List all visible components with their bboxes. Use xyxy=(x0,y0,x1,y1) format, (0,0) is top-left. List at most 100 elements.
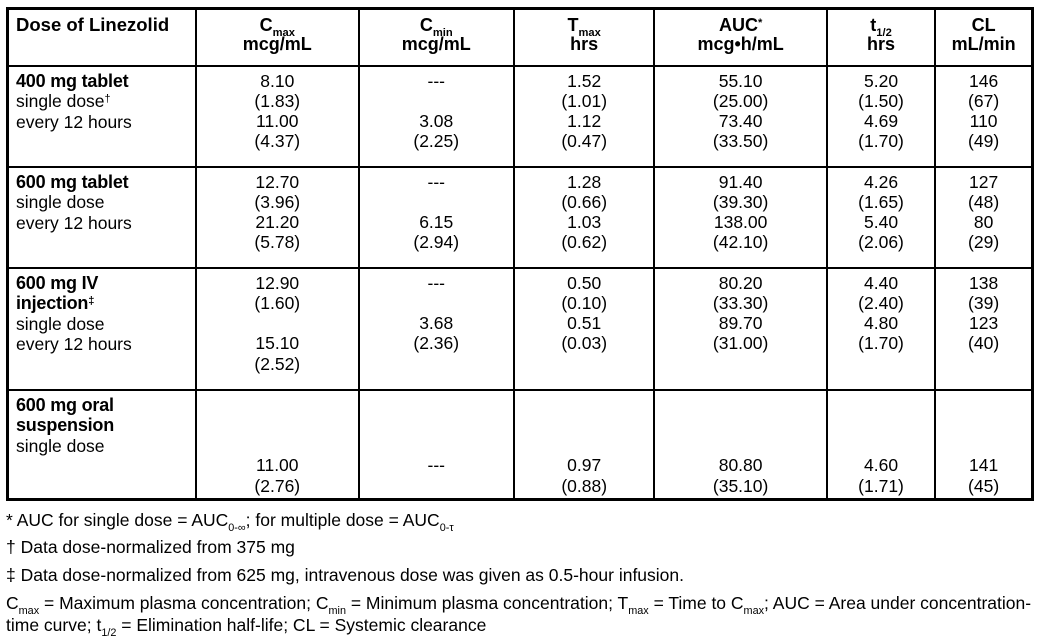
text-run: suspension xyxy=(16,415,115,435)
text-run: CL xyxy=(971,15,996,35)
cell-value-line: (2.94) xyxy=(413,232,460,253)
cell-value-line: 4.26 xyxy=(864,171,899,192)
table-row: 600 mg tablet single dose every 12 hours 12… xyxy=(6,165,1034,269)
subscript-text: 0-τ xyxy=(439,521,454,534)
cell-value-line xyxy=(363,435,510,455)
subscript-text: 1/2 xyxy=(876,27,892,40)
cell-value-line: (40) xyxy=(968,333,1000,354)
cell-value-line: 6.15 xyxy=(419,212,454,233)
cell-value-line: (39.30) xyxy=(712,191,769,212)
subscript-text: min xyxy=(328,605,346,618)
cell-t12: 5.20 (1.50) 4.69 (1.70) xyxy=(825,64,937,168)
text-run: 400 mg tablet xyxy=(16,70,129,91)
cell-value-line xyxy=(939,435,1028,455)
cell-value-line xyxy=(518,435,650,455)
dose-label-cell: 600 mg IV injection‡ single dose every 12 h… xyxy=(6,266,198,391)
cell-value-line: (2.06) xyxy=(858,232,904,253)
cell-value-line: 0.51 xyxy=(567,313,602,334)
cell-cl: 146 (67) 110 (49) xyxy=(934,64,1034,168)
text-run: 600 mg tablet xyxy=(16,171,129,192)
cell-value-line: 8.10 xyxy=(260,70,295,91)
cell-value-line: (33.30) xyxy=(712,292,769,313)
text-run: = Elimination half-life; CL = Systemic c… xyxy=(116,615,487,636)
cell-value-line: (0.47) xyxy=(561,131,608,152)
text-run: C xyxy=(419,15,433,35)
column-header-tmax: Tmax hrs xyxy=(512,7,656,67)
cell-cmax: 12.70 (3.96) 21.20 (5.78) xyxy=(195,165,360,269)
cell-value-line xyxy=(658,415,823,435)
cell-value-line xyxy=(363,91,510,111)
dose-label-line: every 12 hours xyxy=(16,213,192,234)
text-run: single dose xyxy=(16,435,105,456)
cell-cmin: --- 6.15 (2.94) xyxy=(357,165,515,269)
cell-value-line: 80.80 xyxy=(718,455,763,476)
cell-value-line: 91.40 xyxy=(718,171,763,192)
cell-value-line: 5.40 xyxy=(864,212,899,233)
subscript-text: 0-∞ xyxy=(228,521,246,534)
cell-value-line: (0.03) xyxy=(561,333,608,354)
cell-value-line xyxy=(939,395,1028,415)
cell-value-line: 1.52 xyxy=(567,70,602,91)
cell-value-line: 3.68 xyxy=(419,313,454,334)
text-run: C xyxy=(259,15,273,35)
text-run: C xyxy=(6,593,19,614)
cell-auc: 55.10 (25.00) 73.40 (33.50) xyxy=(653,64,828,168)
cell-value-line: 123 xyxy=(968,313,999,334)
dose-label-line: 600 mg IV xyxy=(16,273,192,294)
text-run: every 12 hours xyxy=(16,334,132,354)
cell-t12: 4.26 (1.65) 5.40 (2.06) xyxy=(825,165,937,269)
column-header-dose: Dose of Linezolid xyxy=(6,7,198,67)
cell-value-line xyxy=(200,395,354,415)
cell-value-line: (1.01) xyxy=(561,90,608,111)
subscript-text: min xyxy=(432,27,453,40)
cell-value-line: --- xyxy=(427,455,445,476)
cell-value-line xyxy=(200,415,354,435)
cell-value-line: 4.69 xyxy=(864,111,899,132)
cell-value-line: 3.08 xyxy=(419,111,454,132)
text-run: † Data dose-normalized from 375 mg xyxy=(6,537,295,558)
cell-value-line: 73.40 xyxy=(718,111,763,132)
cell-value-line: (4.37) xyxy=(254,131,301,152)
dose-label-line: injection‡ xyxy=(16,293,192,314)
cell-cl: 127 (48) 80 (29) xyxy=(934,165,1034,269)
cell-value-line: 12.70 xyxy=(255,171,300,192)
column-unit: mcg•h/mL xyxy=(697,34,784,54)
cell-tmax: 1.52 (1.01) 1.12 (0.47) xyxy=(512,64,656,168)
cell-value-line: (25.00) xyxy=(712,90,769,111)
cell-cmax: 8.10 (1.83) 11.00 (4.37) xyxy=(195,64,360,168)
table-row: 600 mg oral suspension single dose 11.00 (2… xyxy=(6,388,1034,501)
column-title: Tmax xyxy=(518,15,650,39)
subscript-text: 1/2 xyxy=(101,627,117,639)
dose-label-cell: 400 mg tablet single dose† every 12 hours xyxy=(6,64,198,168)
cell-value-line: (2.25) xyxy=(413,131,460,152)
cell-value-line: 21.20 xyxy=(255,212,300,233)
cell-value-line: (3.96) xyxy=(254,191,301,212)
table-row: 400 mg tablet single dose† every 12 hours 8… xyxy=(6,64,1034,168)
cell-value-line: (0.62) xyxy=(561,232,608,253)
column-unit: mL/min xyxy=(951,34,1016,54)
column-header-auc: AUC* mcg•h/mL xyxy=(653,7,828,67)
cell-value-line: 1.28 xyxy=(567,171,602,192)
superscript-text: ‡ xyxy=(88,294,95,307)
text-run: 600 mg oral xyxy=(16,394,114,415)
cell-value-line: 110 xyxy=(969,111,998,132)
dose-label-line: single dose xyxy=(16,314,192,335)
cell-value-line: (31.00) xyxy=(712,333,769,354)
cell-cmax: 12.90 (1.60) 15.10 (2.52) xyxy=(195,266,360,391)
text-run: single dose xyxy=(16,192,105,212)
text-run: AUC xyxy=(718,15,758,35)
cell-value-line: 0.97 xyxy=(567,455,602,476)
cell-cmin: --- 3.08 (2.25) xyxy=(357,64,515,168)
cell-value-line: 11.00 xyxy=(256,111,299,132)
linezolid-pk-table: Dose of Linezolid Cmax mcg/mL Cmin mcg/mL Tma… xyxy=(6,7,1034,501)
cell-value-line: 127 xyxy=(968,171,999,192)
column-unit: hrs xyxy=(570,34,599,54)
cell-value-line: 11.00 xyxy=(256,455,299,476)
cell-value-line: (2.36) xyxy=(413,333,460,354)
cell-value-line: (5.78) xyxy=(254,232,301,253)
column-title: Cmin xyxy=(363,15,510,39)
cell-tmax: 1.28 (0.66) 1.03 (0.62) xyxy=(512,165,656,269)
dose-label-line: every 12 hours xyxy=(16,334,192,355)
cell-cmin: --- xyxy=(357,388,515,501)
subscript-text: max xyxy=(18,605,40,618)
